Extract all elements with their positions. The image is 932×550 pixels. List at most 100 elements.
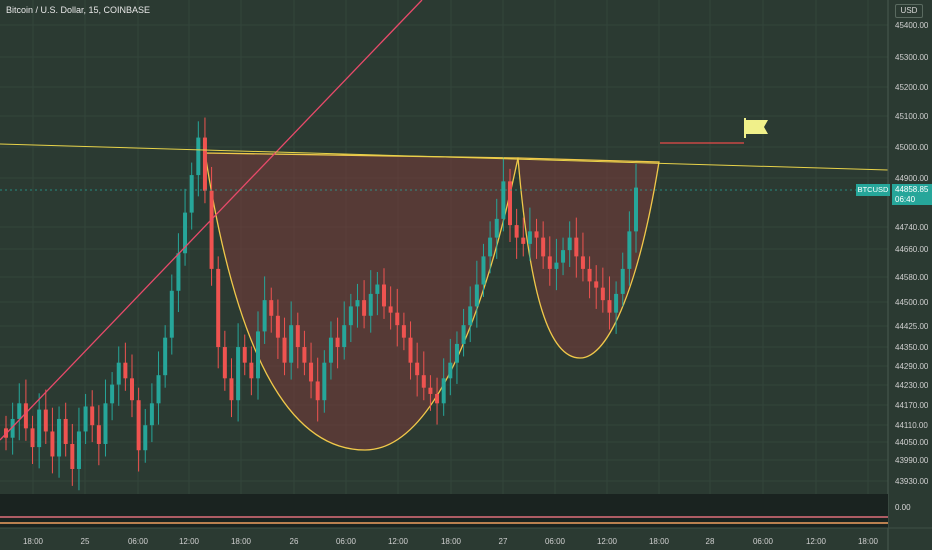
y-tick-label: 44170.00: [895, 401, 929, 410]
candle-body: [494, 218, 499, 238]
candle-body: [454, 343, 459, 363]
candle-body: [580, 256, 585, 269]
candle-body: [355, 300, 360, 307]
candle-body: [169, 290, 174, 338]
price-axis-bg: [888, 0, 932, 550]
neckline: [0, 143, 889, 171]
candle-body: [309, 362, 314, 382]
x-tick-label: 12:00: [179, 537, 200, 546]
candle-body: [249, 362, 254, 379]
x-tick-label: 12:00: [597, 537, 618, 546]
candle-body: [627, 231, 632, 269]
drawn-lines: [0, 0, 889, 441]
y-tick-label: 44350.00: [895, 343, 929, 352]
x-tick-label: 28: [706, 537, 715, 546]
candle-body: [136, 400, 141, 451]
candle-body: [328, 337, 333, 363]
candle-body: [189, 175, 194, 213]
candle-body: [554, 262, 559, 269]
candle-body: [63, 418, 68, 444]
candle-body: [222, 347, 227, 379]
candle-body: [262, 300, 267, 332]
currency-label[interactable]: USD: [895, 4, 923, 18]
candle-body: [547, 256, 552, 269]
candle-body: [567, 237, 572, 251]
candle-body: [295, 325, 300, 348]
y-tick-label: 45100.00: [895, 112, 929, 121]
x-tick-label: 18:00: [649, 537, 670, 546]
candle-body: [382, 284, 386, 307]
candle-body: [83, 406, 88, 432]
candle-body: [17, 403, 22, 419]
flag-icon: [746, 120, 768, 134]
candle-body: [408, 337, 413, 363]
handle-shape: [517, 157, 660, 359]
candle-body: [521, 237, 526, 244]
x-tick-label: 12:00: [388, 537, 409, 546]
y-tick-label: 44900.00: [895, 174, 929, 183]
candle-body: [527, 231, 532, 244]
candle-body: [375, 284, 380, 294]
candle-body: [302, 347, 307, 363]
candle-body: [428, 387, 433, 394]
candle-body: [395, 312, 400, 326]
y-tick-label: 44580.00: [895, 273, 929, 282]
candle-body: [57, 418, 62, 457]
candle-body: [468, 306, 473, 326]
y-tick-label: 44110.00: [895, 421, 928, 430]
y-tick-label: 43990.00: [895, 456, 929, 465]
price-badge-symbol: BTCUSD: [856, 184, 890, 196]
candle-body: [561, 250, 566, 263]
candle-body: [282, 337, 287, 363]
price-badge-price: 44858.85: [892, 184, 932, 195]
y-tick-label: 45200.00: [895, 83, 929, 92]
candle-body: [574, 237, 579, 257]
candle-body: [123, 362, 128, 379]
candle-body: [30, 428, 35, 448]
candle-body: [607, 300, 612, 313]
candle-body: [594, 281, 599, 288]
candle-body: [202, 137, 207, 191]
candle-body: [143, 425, 148, 451]
candle-body: [76, 431, 81, 469]
candle-body: [322, 362, 327, 401]
time-axis[interactable]: 18:00 25 06:00 12:00 18:00 26 06:00 12:00 18:00 2…: [23, 537, 879, 546]
candle-body: [600, 287, 605, 301]
candle-body: [335, 337, 340, 348]
candle-body: [541, 237, 546, 257]
candle-body: [50, 431, 55, 457]
candle-body: [149, 403, 154, 426]
candle-body: [488, 237, 493, 257]
candle-body: [508, 181, 512, 226]
x-tick-label: 18:00: [231, 537, 252, 546]
candle-body: [587, 268, 592, 282]
y-tick-label: 44425.00: [895, 322, 929, 331]
candle-body: [448, 362, 453, 379]
x-tick-label: 18:00: [858, 537, 879, 546]
candle-body: [163, 337, 168, 376]
candle-body: [10, 418, 15, 438]
x-tick-label: 25: [81, 537, 90, 546]
candle-body: [461, 325, 466, 344]
candle-body: [256, 331, 260, 379]
price-axis[interactable]: 45400.00 45300.00 45200.00 45100.00 45000.00…: [887, 0, 932, 550]
candle-body: [229, 378, 234, 401]
candle-body: [90, 406, 95, 426]
candle-body: [289, 325, 294, 363]
candle-body: [37, 409, 42, 448]
y-tick-label: 44740.00: [895, 223, 929, 232]
candlestick-series: [4, 117, 638, 491]
candle-body: [275, 315, 280, 338]
y-tick-label: 45000.00: [895, 143, 929, 152]
candle-body: [614, 293, 619, 313]
candle-body: [176, 253, 181, 291]
candle-body: [103, 403, 108, 444]
x-tick-label: 18:00: [441, 537, 462, 546]
y-tick-label: 45400.00: [895, 21, 929, 30]
candle-body: [116, 362, 121, 385]
candle-body: [620, 268, 625, 294]
candle-body: [242, 347, 247, 363]
x-tick-label: 26: [290, 537, 299, 546]
